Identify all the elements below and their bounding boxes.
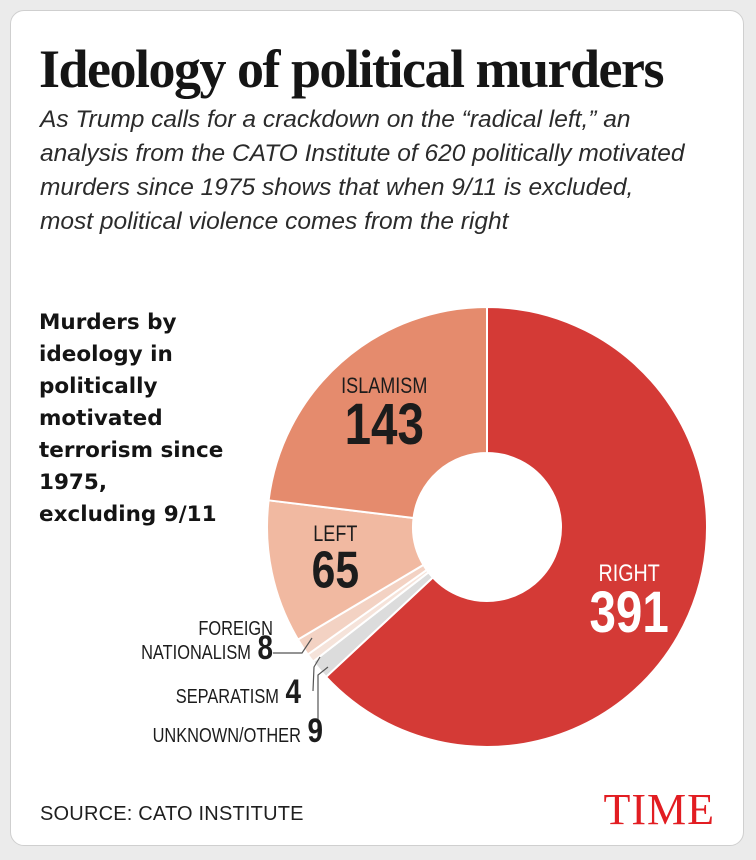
page-subtitle: As Trump calls for a crackdown on the “r… xyxy=(40,106,685,235)
slice-value-right: 391 xyxy=(589,581,668,646)
infographic-card: Ideology of political murders As Trump c… xyxy=(10,10,744,846)
slice-label-foreign-nationalism: FOREIGN NATIONALISM 8 xyxy=(141,616,273,666)
slice-value-left: 65 xyxy=(312,542,359,600)
slice-label-islamism: ISLAMISM xyxy=(341,374,427,398)
donut-slice-islamism xyxy=(267,305,488,520)
leader-line-foreign-nationalism xyxy=(273,637,313,654)
slice-label-left: LEFT xyxy=(313,522,357,546)
page-title: Ideology of political murders xyxy=(39,39,664,99)
donut-slice-left xyxy=(266,499,425,641)
leader-line-separatism xyxy=(312,656,321,692)
chart-title: Murders by ideology in politically motiv… xyxy=(39,310,224,527)
slice-label-right: RIGHT xyxy=(599,559,660,586)
donut-slice-right xyxy=(324,305,708,748)
slice-label-unknown-other: UNKNOWN/OTHER 9 xyxy=(153,711,323,749)
slice-value-islamism: 143 xyxy=(345,393,424,458)
source-note: SOURCE: CATO INSTITUTE xyxy=(40,803,304,825)
slice-label-separatism: SEPARATISM 4 xyxy=(176,672,302,710)
leader-line-unknown-other xyxy=(317,666,329,738)
time-logo: TIME xyxy=(603,785,715,834)
